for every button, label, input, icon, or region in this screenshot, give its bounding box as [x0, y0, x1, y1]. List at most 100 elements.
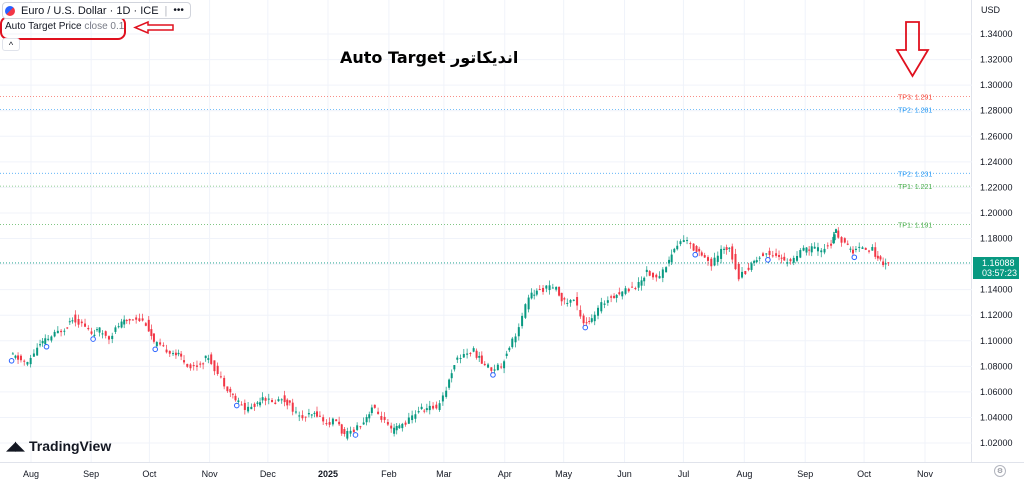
candle-body — [84, 323, 87, 327]
price-axis-svg: 1.34000 1.32000 1.30000 1.28000 1.26000 1.240… — [980, 29, 1013, 448]
candle-body — [307, 413, 310, 415]
candle-body — [700, 252, 703, 256]
candle-body — [325, 423, 328, 425]
candle-body — [753, 260, 756, 263]
candle-body — [871, 246, 874, 251]
candle-body — [480, 355, 483, 364]
candle-body — [830, 243, 833, 246]
candle-body — [775, 253, 778, 256]
indicator-legend[interactable]: Auto Target Price close 0.1 — [2, 20, 127, 33]
candle-body — [542, 287, 545, 292]
candle-body — [47, 338, 50, 340]
candle-body — [318, 415, 321, 417]
candle-body — [417, 411, 420, 413]
bar-countdown: 03:57:23 — [982, 268, 1018, 278]
candle-body — [283, 395, 286, 403]
candle-body — [328, 422, 331, 425]
candle-body — [631, 286, 634, 288]
candle-body — [229, 388, 232, 393]
candle-body — [14, 355, 17, 358]
time-scale[interactable]: Aug Sep Oct Nov Dec 2025 Feb Mar Apr May Jun Jul Aug… — [0, 462, 1024, 484]
candle-body — [802, 247, 805, 251]
symbol-bar[interactable]: Euro / U.S. Dollar · 1D · ICE | ••• — [2, 2, 191, 19]
candle-body — [423, 410, 426, 412]
candle-body — [728, 247, 731, 249]
candle-body — [551, 287, 554, 289]
candle-body — [425, 408, 428, 411]
candle-body — [744, 270, 747, 275]
grid — [0, 0, 972, 462]
last-price-value: 1.16088 — [982, 258, 1015, 268]
candle-body — [682, 240, 685, 243]
candle-body — [593, 314, 596, 322]
price-tick-label: 1.34000 — [980, 29, 1013, 39]
candle-body — [833, 234, 836, 241]
down-arrow-icon — [895, 21, 930, 78]
settings-gear-icon[interactable]: ⚙ — [994, 465, 1006, 477]
collapse-legend-button[interactable]: ^ — [2, 38, 20, 51]
currency-button[interactable]: USD — [981, 5, 1001, 15]
candle-body — [50, 336, 53, 341]
candle-body — [864, 247, 867, 250]
price-tick-label: 1.02000 — [980, 438, 1013, 448]
candle-body — [874, 247, 877, 257]
candle-body — [298, 415, 301, 417]
time-tick-label: Jun — [617, 469, 632, 479]
candle-body — [615, 294, 618, 298]
candle-body — [786, 262, 789, 264]
candle-body — [223, 377, 226, 387]
candle-body — [80, 321, 83, 324]
candle-body — [370, 407, 373, 414]
candle-body — [117, 326, 120, 328]
candle-body — [204, 355, 207, 359]
candle-body — [331, 418, 334, 425]
candle-body — [438, 403, 441, 410]
candle-body — [286, 399, 289, 406]
left-arrow-icon — [133, 20, 174, 35]
candle-body — [472, 348, 475, 352]
candle-body — [621, 291, 624, 297]
candle-body — [267, 398, 270, 400]
chart-svg: TP3: 1.291 TP2: 1.281 TP2: 1.231 TP1: 1.221… — [0, 0, 972, 462]
candle-body — [450, 373, 453, 379]
price-scale[interactable]: 1.34000 1.32000 1.30000 1.28000 1.26000 1.240… — [972, 0, 1024, 462]
candle-body — [555, 286, 558, 290]
candle-body — [695, 246, 698, 252]
candle-body — [840, 237, 843, 243]
candle-body — [107, 336, 110, 340]
target-label: TP3: 1.291 — [898, 95, 932, 102]
candle-body — [670, 254, 673, 263]
candle-body — [111, 335, 114, 340]
signal-marker — [582, 324, 589, 331]
signal-marker — [43, 343, 50, 350]
candle-body — [159, 342, 162, 345]
candle-body — [597, 307, 600, 316]
candle-body — [538, 289, 541, 291]
candle-body — [365, 417, 368, 423]
candle-body — [192, 365, 195, 367]
candle-body — [665, 267, 668, 273]
candle-body — [500, 366, 503, 368]
candle-body — [68, 321, 71, 323]
candle-body — [676, 245, 679, 250]
candle-body — [104, 331, 107, 336]
candle-body — [882, 261, 885, 266]
candle-body — [383, 416, 386, 420]
candle-body — [652, 272, 655, 278]
candle-body — [17, 355, 20, 360]
candle-body — [771, 255, 774, 257]
candle-body — [398, 425, 401, 429]
candle-body — [368, 414, 371, 419]
more-options-button[interactable]: ••• — [173, 5, 184, 16]
candle-body — [558, 286, 561, 296]
brand-name: TradingView — [29, 438, 112, 454]
annotations — [0, 16, 930, 78]
candle-body — [487, 364, 490, 368]
tradingview-logo[interactable]: ◢◣ TradingView — [6, 438, 111, 454]
candle-body — [673, 248, 676, 253]
candle-body — [579, 309, 582, 317]
candle-body — [243, 402, 246, 410]
candle-body — [834, 229, 837, 233]
time-tick-label: Mar — [436, 469, 452, 479]
chart-pane[interactable]: TP3: 1.291 TP2: 1.281 TP2: 1.231 TP1: 1.221… — [0, 0, 972, 462]
